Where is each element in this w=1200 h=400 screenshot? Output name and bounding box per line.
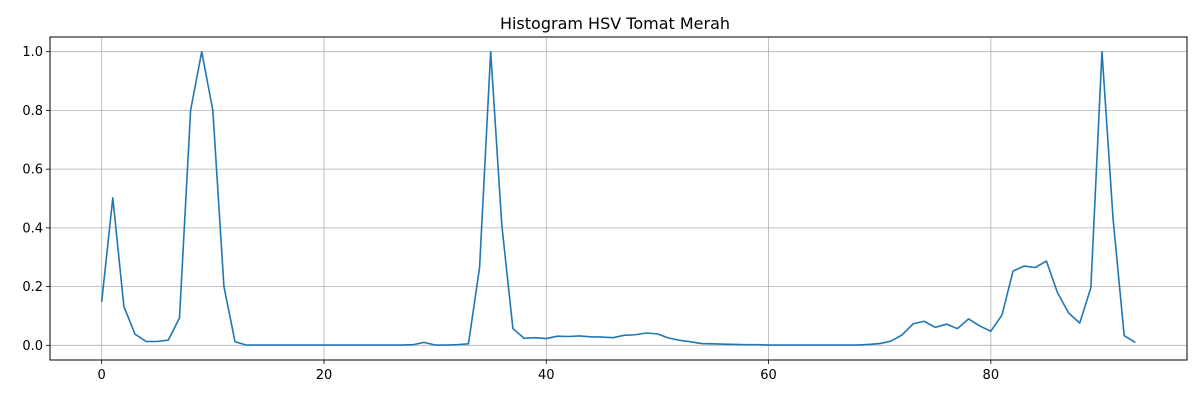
y-tick-label: 0.2 — [22, 280, 43, 295]
x-tick-label: 0 — [98, 368, 106, 383]
y-tick-label: 0.8 — [22, 104, 43, 119]
x-tick-label: 60 — [760, 368, 777, 383]
series-line-layer — [100, 50, 1136, 346]
plot-frame — [49, 36, 1188, 361]
x-tick-label: 80 — [983, 368, 1000, 383]
y-axis: 0.0 0.2 0.4 0.6 0.8 1.0 — [22, 45, 50, 354]
x-tick-label: 40 — [538, 368, 555, 383]
y-tick-label: 0.0 — [22, 339, 43, 354]
y-tick-label: 1.0 — [22, 45, 43, 60]
series-line — [100, 50, 1136, 346]
y-tick-label: 0.6 — [22, 163, 43, 178]
x-axis: 0 20 40 60 80 — [98, 360, 1000, 383]
grid-lines — [50, 37, 1187, 360]
chart-title: Histogram HSV Tomat Merah — [500, 14, 730, 33]
x-tick-label: 20 — [316, 368, 333, 383]
y-tick-label: 0.4 — [22, 221, 43, 236]
